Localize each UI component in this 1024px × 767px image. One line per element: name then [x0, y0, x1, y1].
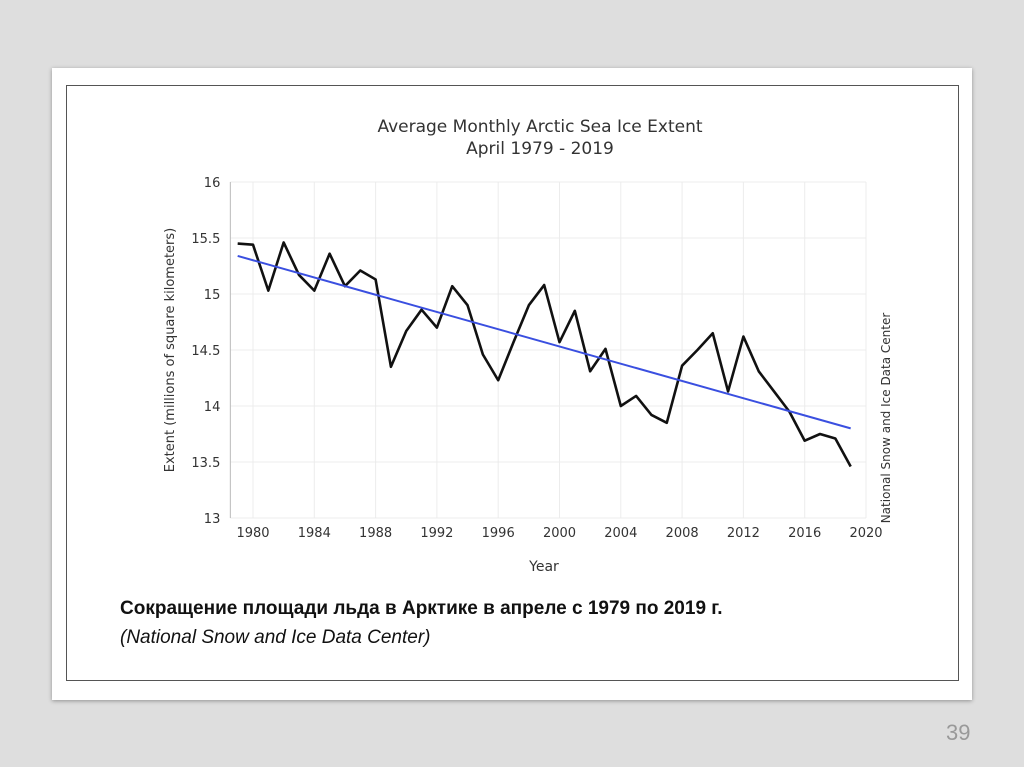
series-line-extent	[237, 241, 852, 468]
source-note: National Snow and Ice Data Center	[879, 313, 893, 524]
x-tick-label: 2008	[666, 526, 699, 541]
x-tick-label: 1984	[298, 526, 331, 541]
y-tick-label: 13.5	[191, 456, 220, 471]
series-line-trend	[237, 254, 851, 430]
page-number: 39	[946, 720, 971, 745]
x-tick-label: 2000	[543, 526, 576, 541]
caption-source: (National Snow and Ice Data Center)	[120, 627, 431, 648]
x-tick-label: 2012	[727, 526, 760, 541]
x-tick-label: 1988	[359, 526, 392, 541]
y-tick-label: 15	[204, 288, 221, 303]
x-tick-label: 1992	[420, 526, 453, 541]
x-tick-label: 2004	[604, 526, 637, 541]
x-tick-label: 1996	[482, 526, 515, 541]
x-tick-label: 2020	[849, 526, 882, 541]
chart-title: Average Monthly Arctic Sea Ice Extent	[377, 117, 702, 137]
y-tick-label: 14	[204, 400, 221, 415]
y-tick-label: 13	[204, 512, 221, 527]
content-frame	[66, 85, 959, 681]
y-tick-label: 16	[204, 176, 221, 191]
y-tick-label: 14.5	[191, 344, 220, 359]
x-axis-label: Year	[528, 559, 559, 575]
x-tick-label: 1980	[236, 526, 269, 541]
y-axis-label: Extent (millions of square kilometers)	[163, 228, 178, 473]
caption-title: Сокращение площади льда в Арктике в апре…	[120, 598, 723, 619]
y-tick-label: 15.5	[191, 232, 220, 247]
chart-subtitle: April 1979 - 2019	[466, 139, 614, 159]
x-tick-label: 2016	[788, 526, 821, 541]
